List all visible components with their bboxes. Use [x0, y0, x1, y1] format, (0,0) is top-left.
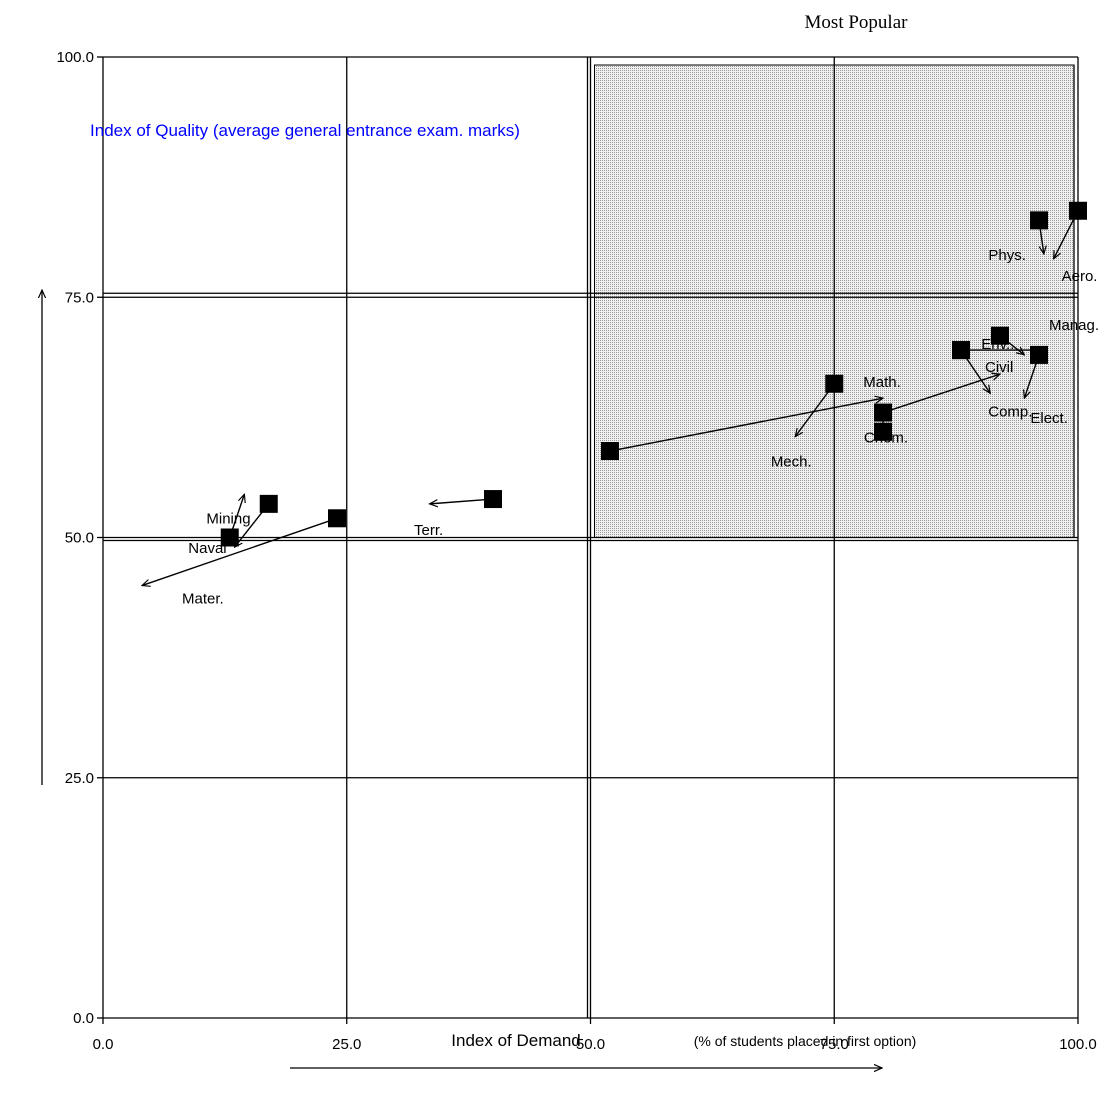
chart-title: Most Popular — [805, 12, 909, 33]
point-label: Civil — [985, 359, 1013, 376]
data-point: Chem. — [864, 413, 908, 447]
point-marker — [220, 528, 239, 547]
x-tick-label: 25.0 — [332, 1036, 361, 1053]
data-point: Mater. — [142, 509, 346, 608]
data-marks: Aero. Phys. Manag. Env.. Elect.Comp. Civil Mat… — [142, 201, 1099, 608]
data-point: Mining — [206, 494, 251, 547]
point-marker — [991, 326, 1009, 345]
x-tick-label: 50.0 — [576, 1036, 605, 1053]
data-point: Naval — [188, 494, 278, 557]
x-tick-label: 100.0 — [1059, 1036, 1097, 1053]
data-point: Env.. — [981, 326, 1024, 355]
point-marker — [1030, 345, 1048, 364]
point-marker — [1030, 211, 1048, 230]
x-axis-note: (% of students placed in first option) — [694, 1033, 917, 1049]
change-arrow — [609, 398, 883, 452]
point-label: Elect. — [1030, 410, 1068, 427]
data-point: Math. — [601, 374, 901, 461]
point-label: Math. — [863, 374, 901, 391]
data-point: Mech. — [771, 374, 844, 471]
point-marker — [328, 509, 346, 528]
point-label: Chem. — [864, 430, 908, 447]
y-tick-label: 100.0 — [56, 49, 94, 66]
data-point: Terr. — [414, 490, 502, 539]
point-label: Terr. — [414, 522, 443, 539]
point-label: Aero. — [1062, 268, 1098, 285]
point-label: Mech. — [771, 454, 812, 471]
point-marker — [952, 341, 970, 360]
y-tick-label: 25.0 — [65, 770, 94, 787]
point-marker — [825, 374, 844, 393]
x-tick-label: 0.0 — [93, 1036, 114, 1053]
axes: 0.0 25.0 50.0 75.0 100.0 0.0 25.0 50.0 75.0 100.0 — [56, 49, 1096, 1053]
point-label: Manag. — [1049, 317, 1099, 334]
point-marker — [484, 490, 502, 509]
y-axis-title: Index of Quality (average general entran… — [90, 121, 520, 140]
change-arrow — [142, 517, 338, 585]
y-tick-label: 50.0 — [65, 530, 94, 547]
x-axis-title: Index of Demand — [451, 1031, 580, 1050]
point-label: Phys. — [988, 247, 1026, 264]
point-marker — [1069, 201, 1087, 220]
point-marker — [601, 442, 619, 461]
point-label: Comp. — [988, 403, 1032, 420]
y-tick-label: 0.0 — [73, 1010, 94, 1027]
change-arrow — [430, 498, 494, 504]
point-label: Mater. — [182, 591, 224, 608]
change-arrow — [882, 374, 1000, 414]
data-point: Phys. — [988, 211, 1048, 264]
point-marker — [259, 494, 278, 513]
point-label: Env.. — [981, 336, 1014, 353]
y-tick-label: 75.0 — [65, 289, 94, 306]
data-point: Comp. — [952, 341, 1032, 420]
data-point: Aero. — [1054, 201, 1098, 285]
x-tick-label: 75.0 — [820, 1036, 849, 1053]
point-label: Mining — [206, 510, 250, 527]
point-marker — [874, 422, 892, 441]
data-point: Elect. — [1024, 345, 1068, 427]
point-label: Naval — [188, 540, 226, 557]
